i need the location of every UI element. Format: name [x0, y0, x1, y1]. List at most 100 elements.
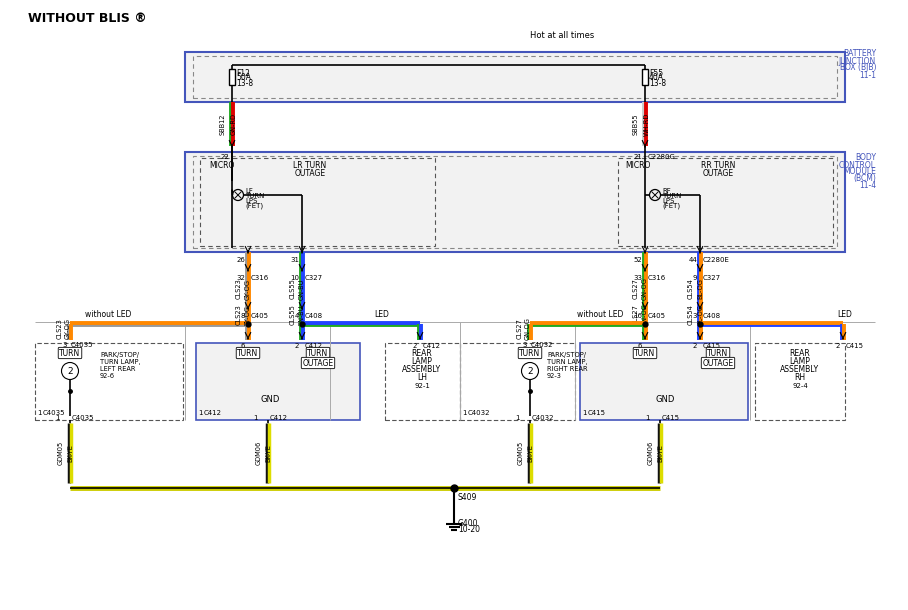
- Text: GND: GND: [656, 395, 675, 404]
- Text: 26: 26: [236, 257, 245, 263]
- Text: C4035: C4035: [43, 410, 65, 416]
- Text: 92-6: 92-6: [100, 373, 115, 379]
- Text: LR TURN: LR TURN: [293, 162, 327, 171]
- Text: WH-RD: WH-RD: [644, 112, 650, 135]
- Text: PARK/STOP/: PARK/STOP/: [547, 352, 586, 358]
- Text: Hot at all times: Hot at all times: [530, 30, 594, 40]
- Text: CLS55: CLS55: [290, 279, 296, 300]
- Text: 92-1: 92-1: [414, 383, 429, 389]
- Text: CLS54: CLS54: [688, 279, 694, 300]
- Text: GDM06: GDM06: [648, 441, 654, 465]
- Text: GN-OG: GN-OG: [642, 304, 648, 326]
- Text: F12: F12: [236, 68, 250, 77]
- Text: GY-OG: GY-OG: [245, 279, 251, 300]
- Text: 33: 33: [633, 275, 642, 281]
- Bar: [460, 343, 575, 420]
- Text: GN-BU: GN-BU: [299, 278, 305, 300]
- Bar: [185, 52, 845, 102]
- Text: OUTAGE: OUTAGE: [703, 168, 734, 178]
- Text: GN-OG: GN-OG: [642, 278, 648, 301]
- Text: GDM05: GDM05: [518, 441, 524, 465]
- Bar: [642, 69, 648, 85]
- Text: 1: 1: [198, 410, 202, 416]
- Text: 6: 6: [241, 343, 245, 349]
- Text: TURN LAMP,: TURN LAMP,: [100, 359, 141, 365]
- Text: LPS: LPS: [663, 198, 675, 204]
- Text: 40A: 40A: [649, 73, 664, 82]
- Text: C2280E: C2280E: [703, 257, 730, 263]
- Text: BL-OG: BL-OG: [697, 304, 703, 326]
- Text: BK-YE: BK-YE: [527, 444, 533, 462]
- Text: CLS54: CLS54: [688, 304, 694, 326]
- Text: GN-OG: GN-OG: [525, 317, 531, 340]
- Text: LF: LF: [245, 188, 253, 194]
- Text: BK-YE: BK-YE: [657, 444, 663, 462]
- Text: 1: 1: [55, 415, 60, 421]
- Text: 6: 6: [637, 343, 642, 349]
- Bar: [580, 343, 748, 420]
- Text: 31: 31: [290, 257, 299, 263]
- Text: 32: 32: [236, 275, 245, 281]
- Text: GND: GND: [261, 395, 280, 404]
- Text: 3: 3: [522, 342, 527, 348]
- Bar: [35, 343, 183, 420]
- Text: C412: C412: [423, 343, 441, 349]
- Text: C2280G: C2280G: [648, 154, 676, 160]
- Text: (FET): (FET): [245, 203, 263, 209]
- Text: LH: LH: [417, 373, 427, 381]
- Text: 13-8: 13-8: [649, 79, 666, 87]
- Text: 2: 2: [412, 343, 417, 349]
- Text: (FET): (FET): [663, 203, 681, 209]
- Text: TURN: TURN: [308, 348, 329, 357]
- Text: TURN: TURN: [635, 348, 656, 357]
- Text: RR TURN: RR TURN: [701, 162, 735, 171]
- Text: RIGHT REAR: RIGHT REAR: [547, 366, 587, 372]
- Text: TURN: TURN: [59, 348, 81, 357]
- Text: BATTERY: BATTERY: [843, 49, 876, 59]
- Text: 1: 1: [516, 415, 520, 421]
- Text: LAMP: LAMP: [411, 356, 432, 365]
- Bar: [196, 343, 360, 420]
- Bar: [200, 158, 435, 246]
- Bar: [385, 343, 460, 420]
- Text: RF: RF: [663, 188, 671, 194]
- Text: (BCM): (BCM): [854, 174, 876, 184]
- Text: 10-20: 10-20: [458, 525, 480, 534]
- Bar: [193, 56, 837, 98]
- Text: C405: C405: [648, 313, 666, 319]
- Text: SBB12: SBB12: [220, 113, 226, 135]
- Text: C405: C405: [251, 313, 269, 319]
- Text: C327: C327: [305, 275, 323, 281]
- Text: 2: 2: [294, 343, 299, 349]
- Bar: [229, 69, 235, 85]
- Text: 8: 8: [241, 313, 245, 319]
- Text: CLS55: CLS55: [290, 304, 296, 326]
- Text: MICRO: MICRO: [210, 162, 234, 171]
- Text: PARK/STOP/: PARK/STOP/: [100, 352, 139, 358]
- Text: 1: 1: [646, 415, 650, 421]
- Text: S409: S409: [458, 493, 478, 502]
- Text: CLS23: CLS23: [236, 304, 242, 325]
- Bar: [193, 156, 837, 248]
- Text: 11-4: 11-4: [859, 182, 876, 190]
- Text: CLS27: CLS27: [517, 318, 523, 339]
- Text: C415: C415: [846, 343, 864, 349]
- Text: BODY: BODY: [855, 154, 876, 162]
- Text: GN-RD: GN-RD: [231, 113, 237, 135]
- Text: GN-BU: GN-BU: [299, 304, 305, 326]
- Text: 2: 2: [835, 343, 840, 349]
- Bar: [618, 158, 833, 246]
- Text: C4032: C4032: [531, 342, 554, 348]
- Text: 3: 3: [63, 342, 67, 348]
- Text: LED: LED: [375, 310, 390, 319]
- Text: REAR: REAR: [411, 348, 432, 357]
- Text: 2: 2: [528, 367, 533, 376]
- Text: LED: LED: [837, 310, 853, 319]
- Text: JUNCTION: JUNCTION: [839, 57, 876, 65]
- Text: C412: C412: [204, 410, 222, 416]
- Text: LEFT REAR: LEFT REAR: [100, 366, 135, 372]
- Text: 11-1: 11-1: [859, 71, 876, 79]
- Text: 44: 44: [688, 257, 697, 263]
- Text: OUTAGE: OUTAGE: [294, 168, 326, 178]
- Text: C4035: C4035: [71, 342, 94, 348]
